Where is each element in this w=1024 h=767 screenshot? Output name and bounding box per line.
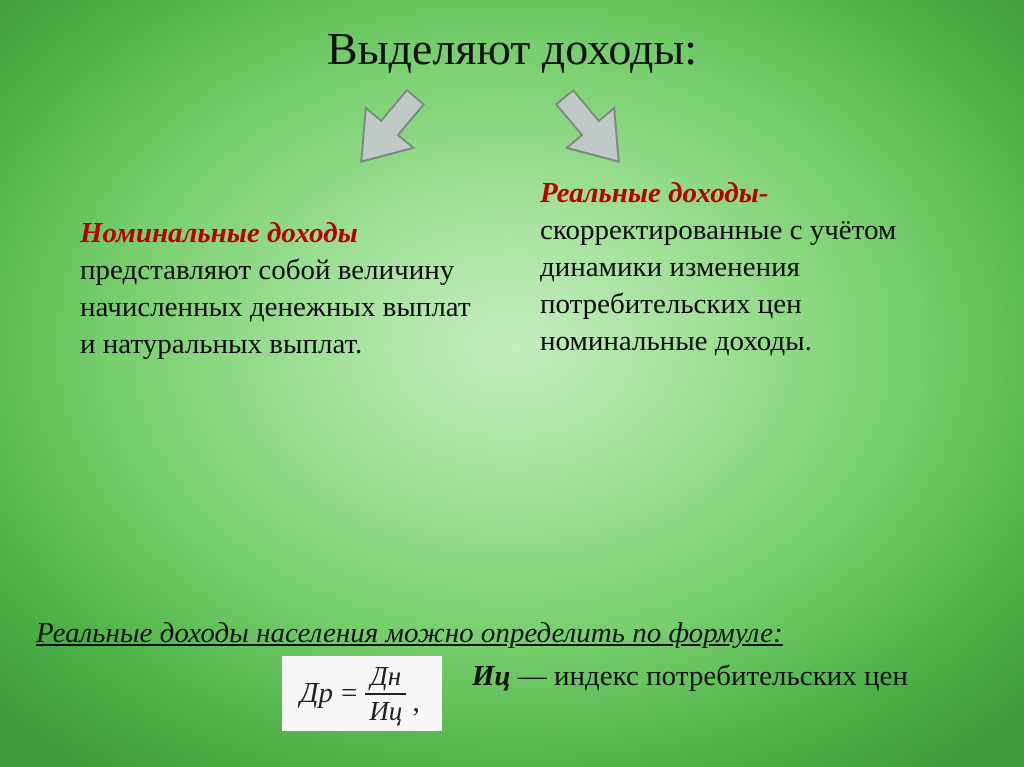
formula-numerator: Дн xyxy=(367,662,406,690)
real-income-block: Реальные доходы- скорректированные с учё… xyxy=(522,175,964,363)
columns: Номинальные доходы представляют собой ве… xyxy=(0,185,1024,363)
formula-label: Реальные доходы населения можно определи… xyxy=(30,614,994,652)
footer: Реальные доходы населения можно определи… xyxy=(30,614,994,731)
real-body: скорректированные с учётом динамики изме… xyxy=(540,214,896,357)
nominal-income-block: Номинальные доходы представляют собой ве… xyxy=(60,215,492,363)
arrow-down-right-icon xyxy=(538,81,648,181)
formula-lhs: Др xyxy=(300,677,333,710)
arrow-down-left-icon xyxy=(332,81,442,181)
legend-desc: индекс потребительских цен xyxy=(554,660,908,692)
fraction-bar xyxy=(365,693,406,695)
equals-sign: = xyxy=(341,677,357,710)
legend-symbol: Иц xyxy=(472,660,511,692)
formula-denominator: Иц xyxy=(365,697,406,725)
arrows-container xyxy=(0,75,1024,185)
formula-box: Др = Дн Иц , xyxy=(282,656,442,731)
formula: Др = Дн Иц , xyxy=(300,662,420,725)
formula-trailing: , xyxy=(412,685,420,725)
nominal-body: представляют собой величину начисленных … xyxy=(80,254,471,360)
slide-title: Выделяют доходы: xyxy=(0,0,1024,75)
legend: Иц — индекс потребительских цен xyxy=(472,656,994,696)
legend-dash: — xyxy=(511,660,555,692)
nominal-term: Номинальные доходы xyxy=(80,217,358,249)
fraction: Дн Иц xyxy=(365,662,406,725)
